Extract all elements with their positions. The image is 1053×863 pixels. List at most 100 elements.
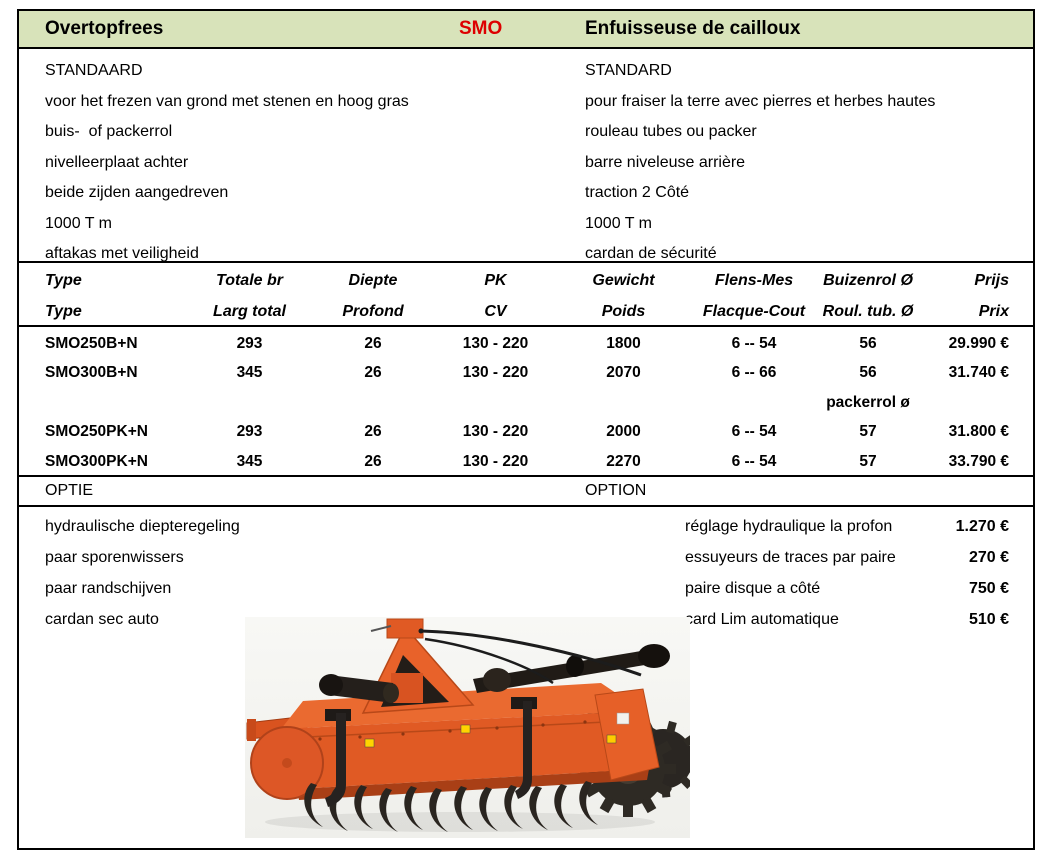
cell-depth: 26 — [364, 452, 382, 470]
col-header: Flens-Mes — [714, 271, 794, 289]
cell-roller: 57 — [859, 423, 877, 441]
standard-item: barre niveleuse arrière — [585, 153, 746, 171]
standard-section: STANDAARD voor het frezen van grond met … — [19, 49, 1033, 263]
col-header: Flacque-Cout — [702, 302, 806, 320]
cell-weight: 2270 — [606, 452, 641, 470]
standard-item: beide zijden aangedreven — [45, 184, 229, 201]
standard-list-nl: STANDAARD voor het frezen van grond met … — [45, 56, 575, 270]
spec-table-header: Type Totale br Diepte PK Gewicht Flens-M… — [19, 263, 1033, 327]
cell-type: SMO250B+N — [45, 334, 138, 352]
standard-item: traction 2 Côté — [585, 184, 690, 201]
side-plate-right — [594, 688, 660, 781]
option-fr: card Lim automatique — [685, 611, 839, 628]
cell-pk: 130 - 220 — [462, 452, 529, 470]
col-header: Roul. tub. Ø — [822, 302, 914, 320]
standard-item: 1000 T m — [45, 214, 113, 232]
options-heading-nl: OPTIE — [45, 482, 94, 499]
spec-table-body: SMO250B+N 293 26 130 - 220 1800 6 -- 54 … — [19, 327, 1033, 477]
cell-roller: 56 — [859, 364, 877, 382]
col-header: Prix — [978, 302, 1009, 320]
col-header: Buizenrol Ø — [823, 271, 913, 289]
option-nl: paar randschijven — [45, 580, 172, 597]
left-drive-shaft — [319, 673, 423, 703]
header-row-nl: Type Totale br Diepte PK Gewicht Flens-M… — [19, 265, 1033, 296]
cell-price: 33.790 € — [948, 452, 1009, 470]
options-header-row: OPTIE OPTION — [19, 477, 1033, 507]
cell-price: 31.800 € — [948, 423, 1009, 441]
side-disc — [250, 726, 324, 800]
cell-depth: 26 — [364, 364, 382, 382]
col-header: Prijs — [974, 271, 1009, 289]
standard-item: pour fraiser la terre avec pierres et he… — [585, 92, 936, 110]
cell-roller: packerrol ø — [826, 393, 910, 411]
cell-flens: 6 -- 54 — [731, 423, 777, 441]
cell-price: 31.740 € — [948, 364, 1009, 382]
cell-roller: 57 — [859, 452, 877, 470]
warning-stickers — [364, 724, 471, 748]
cell-width: 345 — [236, 364, 263, 382]
col-header: Poids — [601, 302, 646, 320]
cell-type: SMO250PK+N — [45, 423, 148, 441]
option-price: 1.270 € — [955, 518, 1009, 535]
options-section: hydraulische diepteregeling réglage hydr… — [19, 507, 1033, 840]
col-header: CV — [484, 302, 507, 320]
hydraulic-hoses — [418, 628, 642, 685]
page-title-nl: Overtopfrees — [45, 18, 164, 39]
cell-type: SMO300PK+N — [45, 452, 148, 470]
table-row-packerrol: packerrol ø — [19, 388, 1033, 418]
cell-price: 29.990 € — [948, 334, 1009, 352]
cell-weight: 1800 — [606, 334, 641, 352]
standard-item: nivelleerplaat achter — [45, 153, 189, 171]
pto-shaft — [473, 644, 670, 693]
standard-item: cardan de sécurité — [585, 245, 717, 262]
options-heading-fr: OPTION — [585, 482, 647, 499]
standard-list-fr: STANDARD pour fraiser la terre avec pier… — [585, 56, 1015, 270]
page-title-fr: Enfuisseuse de cailloux — [585, 18, 801, 39]
option-price: 510 € — [968, 611, 1009, 628]
option-fr: réglage hydraulique la profon — [685, 518, 893, 535]
table-row: SMO300PK+N 345 26 130 - 220 2270 6 -- 54… — [19, 447, 1033, 477]
option-price: 270 € — [968, 549, 1009, 566]
title-band: Overtopfrees SMO Enfuisseuse de cailloux — [19, 11, 1033, 49]
standard-heading-fr: STANDARD — [585, 62, 672, 79]
standard-item: rouleau tubes ou packer — [585, 123, 757, 140]
cell-depth: 26 — [364, 423, 382, 441]
standard-item: 1000 T m — [585, 214, 653, 232]
cell-weight: 2000 — [606, 423, 641, 441]
cell-flens: 6 -- 54 — [731, 452, 777, 470]
header-row-fr: Type Larg total Profond CV Poids Flacque… — [19, 296, 1033, 327]
option-fr: essuyeurs de traces par paire — [685, 549, 896, 566]
cell-roller: 56 — [859, 334, 877, 352]
col-header: Type — [45, 302, 82, 320]
standard-heading-nl: STANDAARD — [45, 62, 143, 79]
standard-item: aftakas met veiligheid — [45, 245, 199, 262]
skid-legs — [325, 697, 537, 807]
standard-item: buis- of packerrol — [45, 123, 173, 140]
table-row: SMO250B+N 293 26 130 - 220 1800 6 -- 54 … — [19, 329, 1033, 359]
model-code: SMO — [459, 18, 503, 39]
col-header: Larg total — [213, 302, 286, 320]
standard-item: voor het frezen van grond met stenen en … — [45, 92, 409, 110]
col-header: Type — [45, 271, 82, 289]
option-fr: paire disque a côté — [685, 580, 821, 597]
cell-width: 345 — [236, 452, 263, 470]
cell-flens: 6 -- 66 — [731, 364, 777, 382]
option-nl: paar sporenwissers — [45, 549, 184, 566]
cell-flens: 6 -- 54 — [731, 334, 777, 352]
cell-pk: 130 - 220 — [462, 334, 529, 352]
table-row: SMO250PK+N 293 26 130 - 220 2000 6 -- 54… — [19, 418, 1033, 448]
option-nl: cardan sec auto — [45, 611, 159, 628]
option-nl: hydraulische diepteregeling — [45, 518, 240, 535]
cell-width: 293 — [236, 423, 263, 441]
option-price: 750 € — [968, 580, 1009, 597]
col-header: PK — [484, 271, 507, 289]
col-header: Diepte — [348, 271, 398, 289]
cell-pk: 130 - 220 — [462, 364, 529, 382]
cell-weight: 2070 — [606, 364, 641, 382]
cell-width: 293 — [236, 334, 263, 352]
price-sheet: Overtopfrees SMO Enfuisseuse de cailloux… — [17, 9, 1035, 850]
table-row: SMO300B+N 345 26 130 - 220 2070 6 -- 66 … — [19, 359, 1033, 389]
col-header: Totale br — [216, 271, 283, 289]
machine-photo — [245, 617, 690, 838]
cell-pk: 130 - 220 — [462, 423, 529, 441]
